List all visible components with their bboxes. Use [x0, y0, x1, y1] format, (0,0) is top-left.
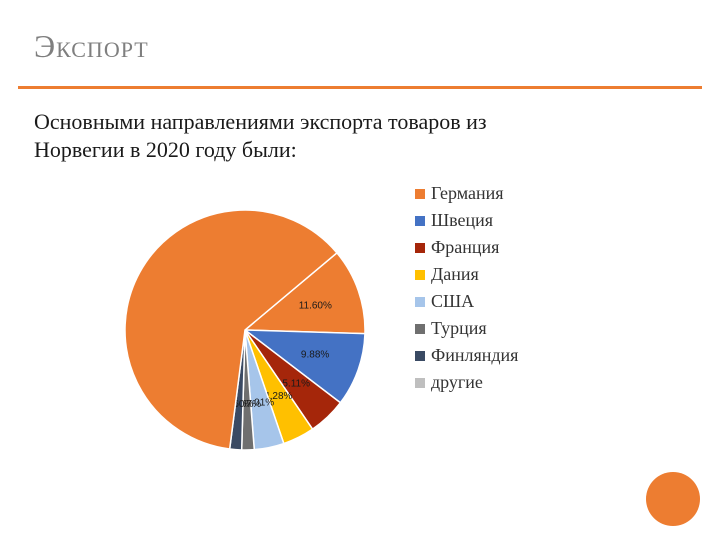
legend-label: Германия [431, 180, 504, 207]
legend-item: Турция [415, 315, 518, 342]
slide-title: Экспорт [34, 28, 149, 65]
legend-item: Финляндия [415, 342, 518, 369]
legend-swatch [415, 324, 425, 334]
corner-decoration-circle [646, 472, 700, 526]
pie-chart: 11.60%9.88%5.11%4.28%4.01%1.67%1.60% [115, 200, 375, 460]
title-underline [18, 86, 702, 89]
legend-label: США [431, 288, 474, 315]
legend-swatch [415, 351, 425, 361]
legend-label: Швеция [431, 207, 493, 234]
pie-slice-label: 11.60% [299, 300, 332, 311]
legend-label: Дания [431, 261, 479, 288]
legend-item: другие [415, 369, 518, 396]
legend-item: США [415, 288, 518, 315]
legend-label: Турция [431, 315, 487, 342]
subtitle-line1: Основными направлениями экспорта товаров… [34, 109, 487, 134]
legend-swatch [415, 270, 425, 280]
legend-item: Германия [415, 180, 518, 207]
legend-swatch [415, 216, 425, 226]
pie-slice-label: 5.11% [282, 379, 310, 390]
legend-swatch [415, 243, 425, 253]
legend-item: Дания [415, 261, 518, 288]
legend-swatch [415, 378, 425, 388]
legend-label: другие [431, 369, 483, 396]
legend-item: Швеция [415, 207, 518, 234]
legend-label: Финляндия [431, 342, 518, 369]
pie-slice-label: 9.88% [301, 350, 329, 361]
legend-swatch [415, 189, 425, 199]
slide: Экспорт Основными направлениями экспорта… [0, 0, 720, 540]
subtitle-line2: Норвегии в 2020 году были: [34, 137, 297, 162]
legend: ГерманияШвецияФранцияДанияСШАТурцияФинля… [415, 180, 518, 396]
subtitle: Основными направлениями экспорта товаров… [34, 108, 487, 163]
legend-item: Франция [415, 234, 518, 261]
legend-swatch [415, 297, 425, 307]
legend-label: Франция [431, 234, 499, 261]
